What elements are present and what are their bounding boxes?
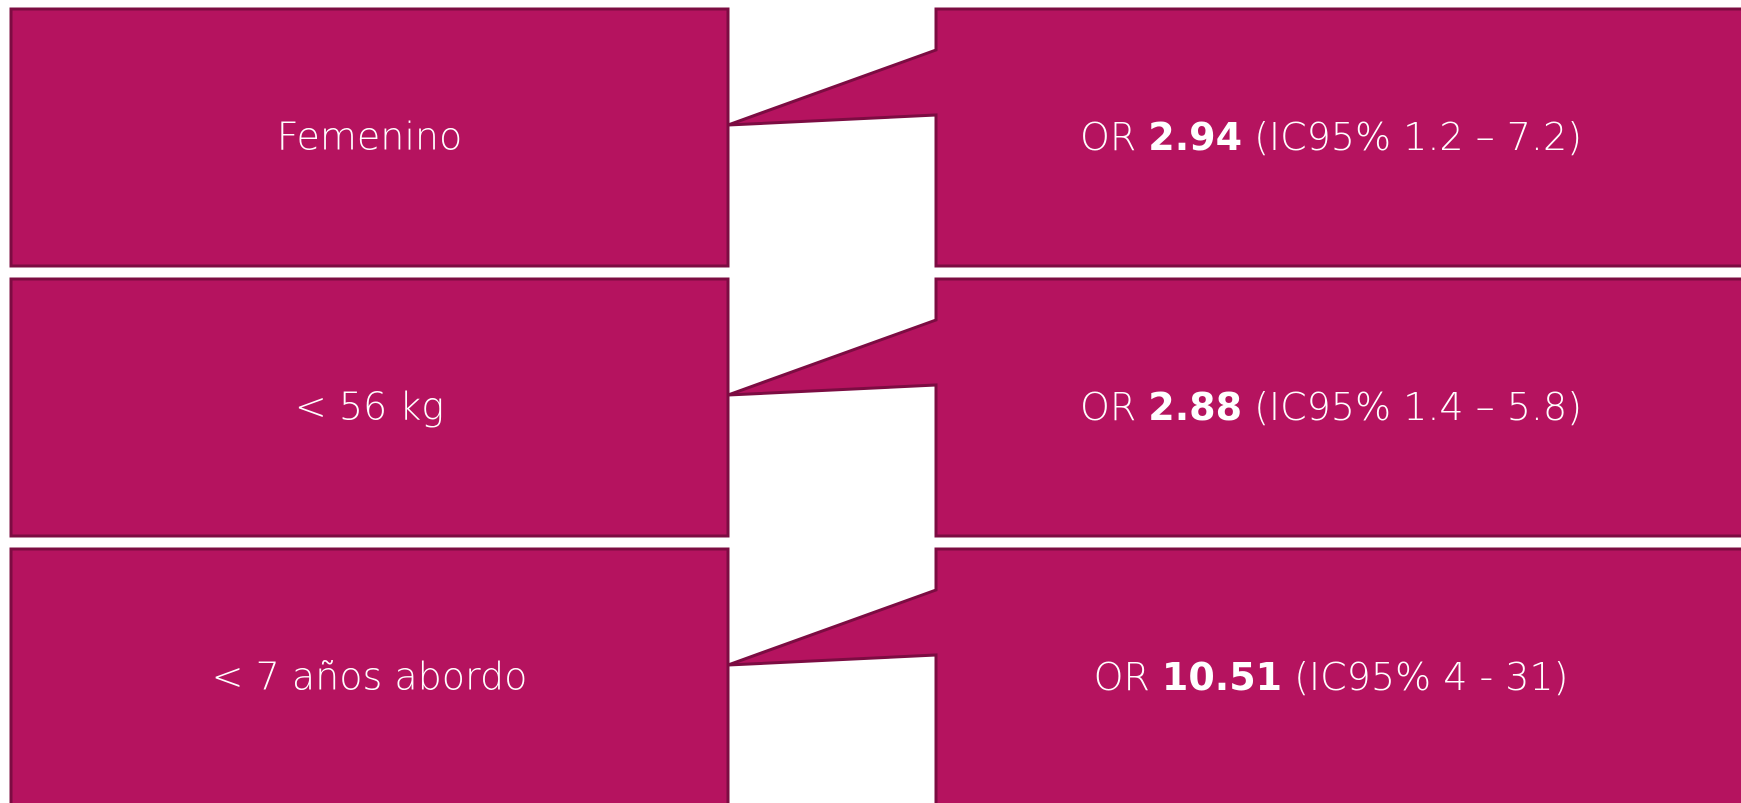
odds-ratio: OR 10.51 (IC95% 4 - 31)	[1094, 655, 1569, 699]
or-value: 2.94	[1148, 115, 1242, 159]
or-prefix: OR	[1080, 115, 1136, 159]
factor-box	[9, 7, 730, 268]
or-prefix: OR	[1080, 385, 1136, 429]
or-value: 10.51	[1162, 655, 1282, 699]
or-value: 2.88	[1148, 385, 1242, 429]
factor-box	[9, 547, 730, 803]
callout-box	[727, 277, 1741, 538]
odds-ratio: OR 2.94 (IC95% 1.2 – 7.2)	[1080, 115, 1582, 159]
factor-label: Femenino	[277, 115, 463, 159]
callout-box	[727, 547, 1741, 803]
factor-box	[9, 277, 730, 538]
factor-label: < 7 años abordo	[212, 655, 528, 699]
or-prefix: OR	[1094, 655, 1150, 699]
confidence-interval: (IC95% 4 - 31)	[1294, 655, 1568, 699]
factor-label: < 56 kg	[295, 385, 444, 429]
callout-box	[727, 7, 1741, 268]
confidence-interval: (IC95% 1.2 – 7.2)	[1254, 115, 1582, 159]
confidence-interval: (IC95% 1.4 – 5.8)	[1254, 385, 1582, 429]
odds-ratio: OR 2.88 (IC95% 1.4 – 5.8)	[1080, 385, 1582, 429]
